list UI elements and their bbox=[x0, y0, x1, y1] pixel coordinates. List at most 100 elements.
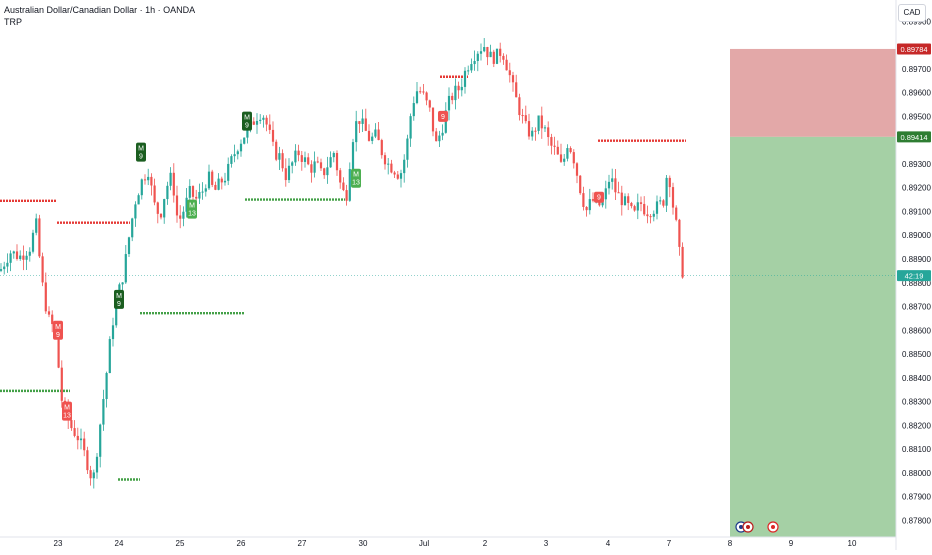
candle-body[interactable] bbox=[566, 148, 569, 159]
candle-body[interactable] bbox=[111, 325, 115, 340]
candle-body[interactable] bbox=[505, 59, 508, 71]
candle-body[interactable] bbox=[380, 140, 383, 156]
candle-body[interactable] bbox=[287, 165, 291, 181]
candle-body[interactable] bbox=[223, 180, 227, 183]
candle-body[interactable] bbox=[15, 251, 19, 259]
signal-marker-buy[interactable] bbox=[114, 289, 124, 309]
candle-body[interactable] bbox=[332, 152, 335, 158]
candle-body[interactable] bbox=[607, 181, 611, 189]
candle-body[interactable] bbox=[185, 197, 188, 212]
candle-body[interactable] bbox=[662, 200, 665, 206]
candle-body[interactable] bbox=[639, 202, 643, 204]
candle-body[interactable] bbox=[441, 132, 444, 136]
candle-body[interactable] bbox=[463, 70, 467, 87]
candle-body[interactable] bbox=[9, 253, 12, 263]
candle-body[interactable] bbox=[364, 118, 367, 131]
candle-body[interactable] bbox=[351, 142, 355, 170]
countdown-price-tag[interactable] bbox=[897, 270, 931, 282]
candle-body[interactable] bbox=[303, 157, 307, 162]
candle-body[interactable] bbox=[70, 420, 73, 429]
candle-body[interactable] bbox=[319, 162, 323, 169]
symbol-title[interactable]: Australian Dollar/Canadian Dollar · 1h ·… bbox=[4, 5, 196, 15]
candle-body[interactable] bbox=[163, 199, 166, 218]
candle-body[interactable] bbox=[547, 127, 550, 138]
candle-body[interactable] bbox=[550, 137, 553, 146]
candle-body[interactable] bbox=[79, 438, 83, 441]
candle-body[interactable] bbox=[236, 151, 239, 155]
candle-body[interactable] bbox=[22, 255, 25, 260]
candle-body[interactable] bbox=[115, 301, 118, 326]
candle-body[interactable] bbox=[300, 155, 303, 162]
candle-body[interactable] bbox=[60, 367, 63, 401]
candle-body[interactable] bbox=[524, 115, 527, 122]
candle-body[interactable] bbox=[467, 70, 470, 72]
candle-body[interactable] bbox=[271, 129, 275, 142]
candle-body[interactable] bbox=[345, 190, 348, 201]
candle-body[interactable] bbox=[409, 116, 412, 139]
candle-body[interactable] bbox=[655, 201, 659, 214]
candle-body[interactable] bbox=[521, 115, 524, 117]
signal-marker-sell[interactable] bbox=[62, 401, 72, 421]
candle-body[interactable] bbox=[620, 192, 623, 206]
candle-body[interactable] bbox=[252, 121, 255, 125]
candle-body[interactable] bbox=[367, 130, 371, 141]
candle-body[interactable] bbox=[227, 163, 230, 181]
candle-body[interactable] bbox=[611, 178, 614, 182]
candle-body[interactable] bbox=[447, 95, 451, 111]
candle-body[interactable] bbox=[76, 435, 79, 441]
signal-marker-sell[interactable] bbox=[438, 110, 448, 122]
candle-body[interactable] bbox=[294, 150, 297, 163]
candle-body[interactable] bbox=[479, 51, 483, 54]
candle-body[interactable] bbox=[44, 282, 47, 312]
candle-body[interactable] bbox=[623, 196, 627, 206]
candle-body[interactable] bbox=[3, 266, 6, 270]
candle-body[interactable] bbox=[86, 450, 89, 471]
candle-body[interactable] bbox=[175, 195, 179, 216]
candle-body[interactable] bbox=[198, 191, 201, 199]
candle-body[interactable] bbox=[451, 95, 454, 101]
candle-body[interactable] bbox=[25, 255, 28, 260]
candle-body[interactable] bbox=[617, 192, 620, 194]
candle-body[interactable] bbox=[57, 332, 60, 368]
candle-body[interactable] bbox=[665, 177, 668, 206]
signal-marker-sell[interactable] bbox=[594, 191, 604, 203]
candle-body[interactable] bbox=[246, 127, 249, 138]
candle-body[interactable] bbox=[326, 167, 329, 176]
candle-body[interactable] bbox=[358, 121, 361, 124]
candle-body[interactable] bbox=[131, 218, 134, 238]
candle-body[interactable] bbox=[19, 255, 22, 259]
candle-body[interactable] bbox=[323, 168, 326, 176]
candle-body[interactable] bbox=[259, 119, 262, 121]
candle-body[interactable] bbox=[454, 85, 457, 101]
candle-body[interactable] bbox=[636, 202, 639, 211]
candle-body[interactable] bbox=[108, 339, 111, 374]
candle-body[interactable] bbox=[95, 456, 99, 473]
candle-body[interactable] bbox=[431, 107, 435, 132]
candle-body[interactable] bbox=[159, 213, 163, 218]
candle-body[interactable] bbox=[262, 117, 265, 120]
candle-body[interactable] bbox=[191, 186, 195, 197]
candle-body[interactable] bbox=[406, 138, 409, 160]
candle-body[interactable] bbox=[31, 232, 35, 252]
candle-body[interactable] bbox=[563, 158, 566, 162]
candle-body[interactable] bbox=[361, 118, 364, 124]
candle-body[interactable] bbox=[678, 219, 681, 247]
candle-body[interactable] bbox=[268, 124, 271, 130]
take-profit-zone[interactable] bbox=[730, 136, 896, 538]
candle-body[interactable] bbox=[73, 428, 76, 436]
candle-body[interactable] bbox=[649, 216, 652, 218]
candle-body[interactable] bbox=[291, 162, 294, 166]
candle-body[interactable] bbox=[310, 164, 313, 173]
candle-body[interactable] bbox=[297, 150, 300, 156]
candle-body[interactable] bbox=[515, 82, 518, 98]
currency-button[interactable]: CAD bbox=[898, 4, 926, 22]
candle-body[interactable] bbox=[499, 48, 502, 56]
candle-body[interactable] bbox=[220, 178, 223, 183]
candle-body[interactable] bbox=[342, 182, 345, 191]
candle-body[interactable] bbox=[275, 141, 278, 160]
candle-body[interactable] bbox=[671, 187, 675, 208]
candle-body[interactable] bbox=[105, 373, 108, 400]
candle-body[interactable] bbox=[652, 213, 655, 217]
candle-body[interactable] bbox=[99, 424, 102, 457]
